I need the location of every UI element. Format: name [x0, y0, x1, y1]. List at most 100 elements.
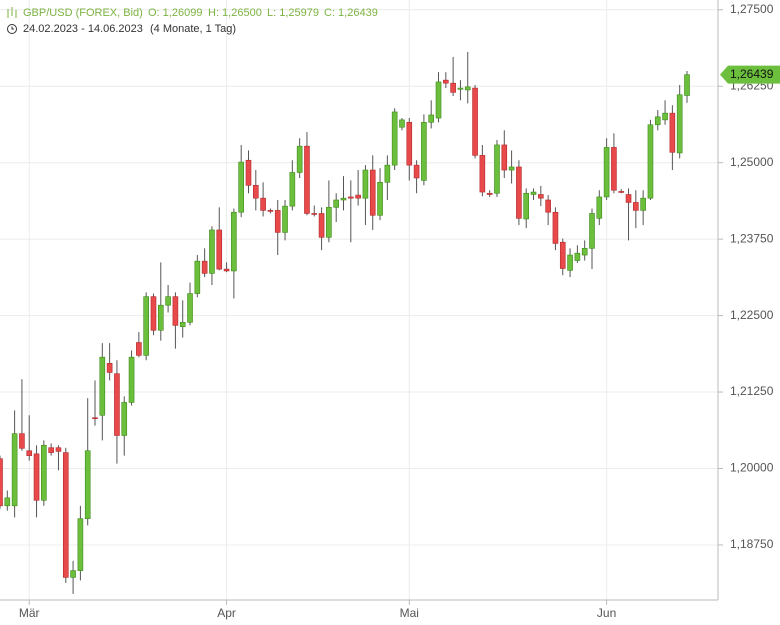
candle-body	[150, 296, 157, 331]
candle-body	[676, 94, 683, 154]
candle-body	[516, 166, 522, 219]
candle-body	[589, 213, 595, 249]
candle-body	[450, 82, 456, 93]
candle-body	[391, 111, 398, 166]
candle-body	[260, 197, 266, 211]
candle-body	[33, 453, 40, 501]
candle-body	[530, 191, 537, 195]
candle-body	[165, 296, 171, 306]
candle-body	[625, 194, 632, 203]
candle-body	[19, 433, 25, 449]
candle-body	[194, 260, 201, 294]
candle-body	[581, 248, 588, 256]
candle-body	[4, 497, 11, 507]
candle-body	[252, 185, 259, 199]
y-tick-label: 1,21250	[730, 384, 774, 398]
candle-body	[11, 433, 18, 507]
candle-body	[443, 79, 449, 84]
candle-body	[596, 196, 603, 219]
candle-body	[523, 192, 530, 220]
candle-body	[486, 192, 493, 195]
candle-body	[209, 229, 215, 274]
candle-body	[26, 450, 33, 456]
candle-body	[377, 181, 383, 216]
candle-body	[508, 166, 515, 171]
candle-body	[340, 197, 347, 201]
candle-body	[552, 211, 559, 244]
y-tick-label: 1,25000	[730, 155, 774, 169]
candle-body	[289, 172, 296, 207]
x-tick-label: Mai	[400, 606, 419, 620]
candle-body	[421, 122, 427, 181]
candle-body	[157, 304, 164, 331]
candle-body	[245, 159, 252, 186]
close-value: C: 1,26439	[324, 7, 378, 19]
candle-body	[406, 122, 413, 166]
candle-body	[457, 87, 464, 90]
candle-body	[238, 161, 244, 213]
candle-body	[413, 164, 420, 179]
open-value: O: 1,26099	[148, 7, 202, 19]
header: GBP/USD (FOREX, Bid) O: 1,26099 H: 1,265…	[7, 7, 378, 35]
candle-body	[669, 112, 676, 153]
candle-body	[296, 145, 303, 173]
candle-body	[559, 241, 566, 269]
candle-body	[326, 207, 332, 238]
candle-body	[501, 144, 508, 171]
candle-body	[618, 191, 625, 193]
candle-body	[48, 447, 54, 453]
price-tag-label: 1,26439	[730, 67, 774, 81]
candle-body	[304, 145, 310, 214]
y-tick-label: 1,18750	[730, 537, 774, 551]
candle-body	[538, 194, 544, 199]
candle-body	[640, 197, 646, 211]
candle-body	[99, 356, 106, 416]
candle-body	[92, 417, 98, 420]
candle-body	[662, 112, 668, 121]
candle-body	[574, 252, 581, 261]
x-tick-label: Apr	[217, 606, 236, 620]
candle-body	[121, 402, 128, 436]
candle-body	[494, 144, 500, 194]
candle-body	[369, 169, 376, 216]
symbol-icon	[7, 7, 17, 18]
candle-body	[41, 444, 47, 501]
y-tick-label: 1,27500	[730, 2, 774, 16]
symbol: GBP/USD (FOREX, Bid)	[23, 7, 143, 19]
candle-body	[77, 518, 84, 571]
period: (4 Monate, 1 Tag)	[150, 23, 236, 35]
candle-body	[55, 447, 62, 452]
candle-body	[267, 210, 274, 212]
candles	[0, 51, 690, 594]
candle-body	[435, 81, 442, 119]
candle-body	[179, 322, 186, 327]
candle-body	[128, 356, 135, 403]
y-tick-label: 1,22500	[730, 308, 774, 322]
candle-body	[311, 213, 318, 215]
x-tick-label: Mär	[19, 606, 40, 620]
candle-body	[384, 164, 391, 183]
candle-body	[231, 211, 237, 272]
candle-body	[187, 293, 193, 323]
low-value: L: 1,25979	[267, 7, 319, 19]
candle-body	[114, 373, 120, 436]
candle-body	[201, 260, 208, 274]
candle-body	[633, 202, 639, 211]
candle-body	[143, 296, 149, 356]
y-tick-label: 1,23750	[730, 231, 774, 245]
candle-body	[355, 194, 361, 199]
candle-body	[348, 196, 354, 199]
high-value: H: 1,26500	[208, 7, 262, 19]
y-tick-label: 1,20000	[730, 461, 774, 475]
candle-body	[318, 213, 325, 238]
candle-body	[567, 254, 573, 271]
x-tick-label: Jun	[597, 606, 616, 620]
candle-body	[136, 342, 142, 356]
candle-body	[362, 169, 369, 199]
candle-body	[0, 458, 3, 507]
candle-body	[428, 114, 435, 123]
candle-body	[84, 450, 91, 519]
candle-body	[282, 205, 288, 233]
